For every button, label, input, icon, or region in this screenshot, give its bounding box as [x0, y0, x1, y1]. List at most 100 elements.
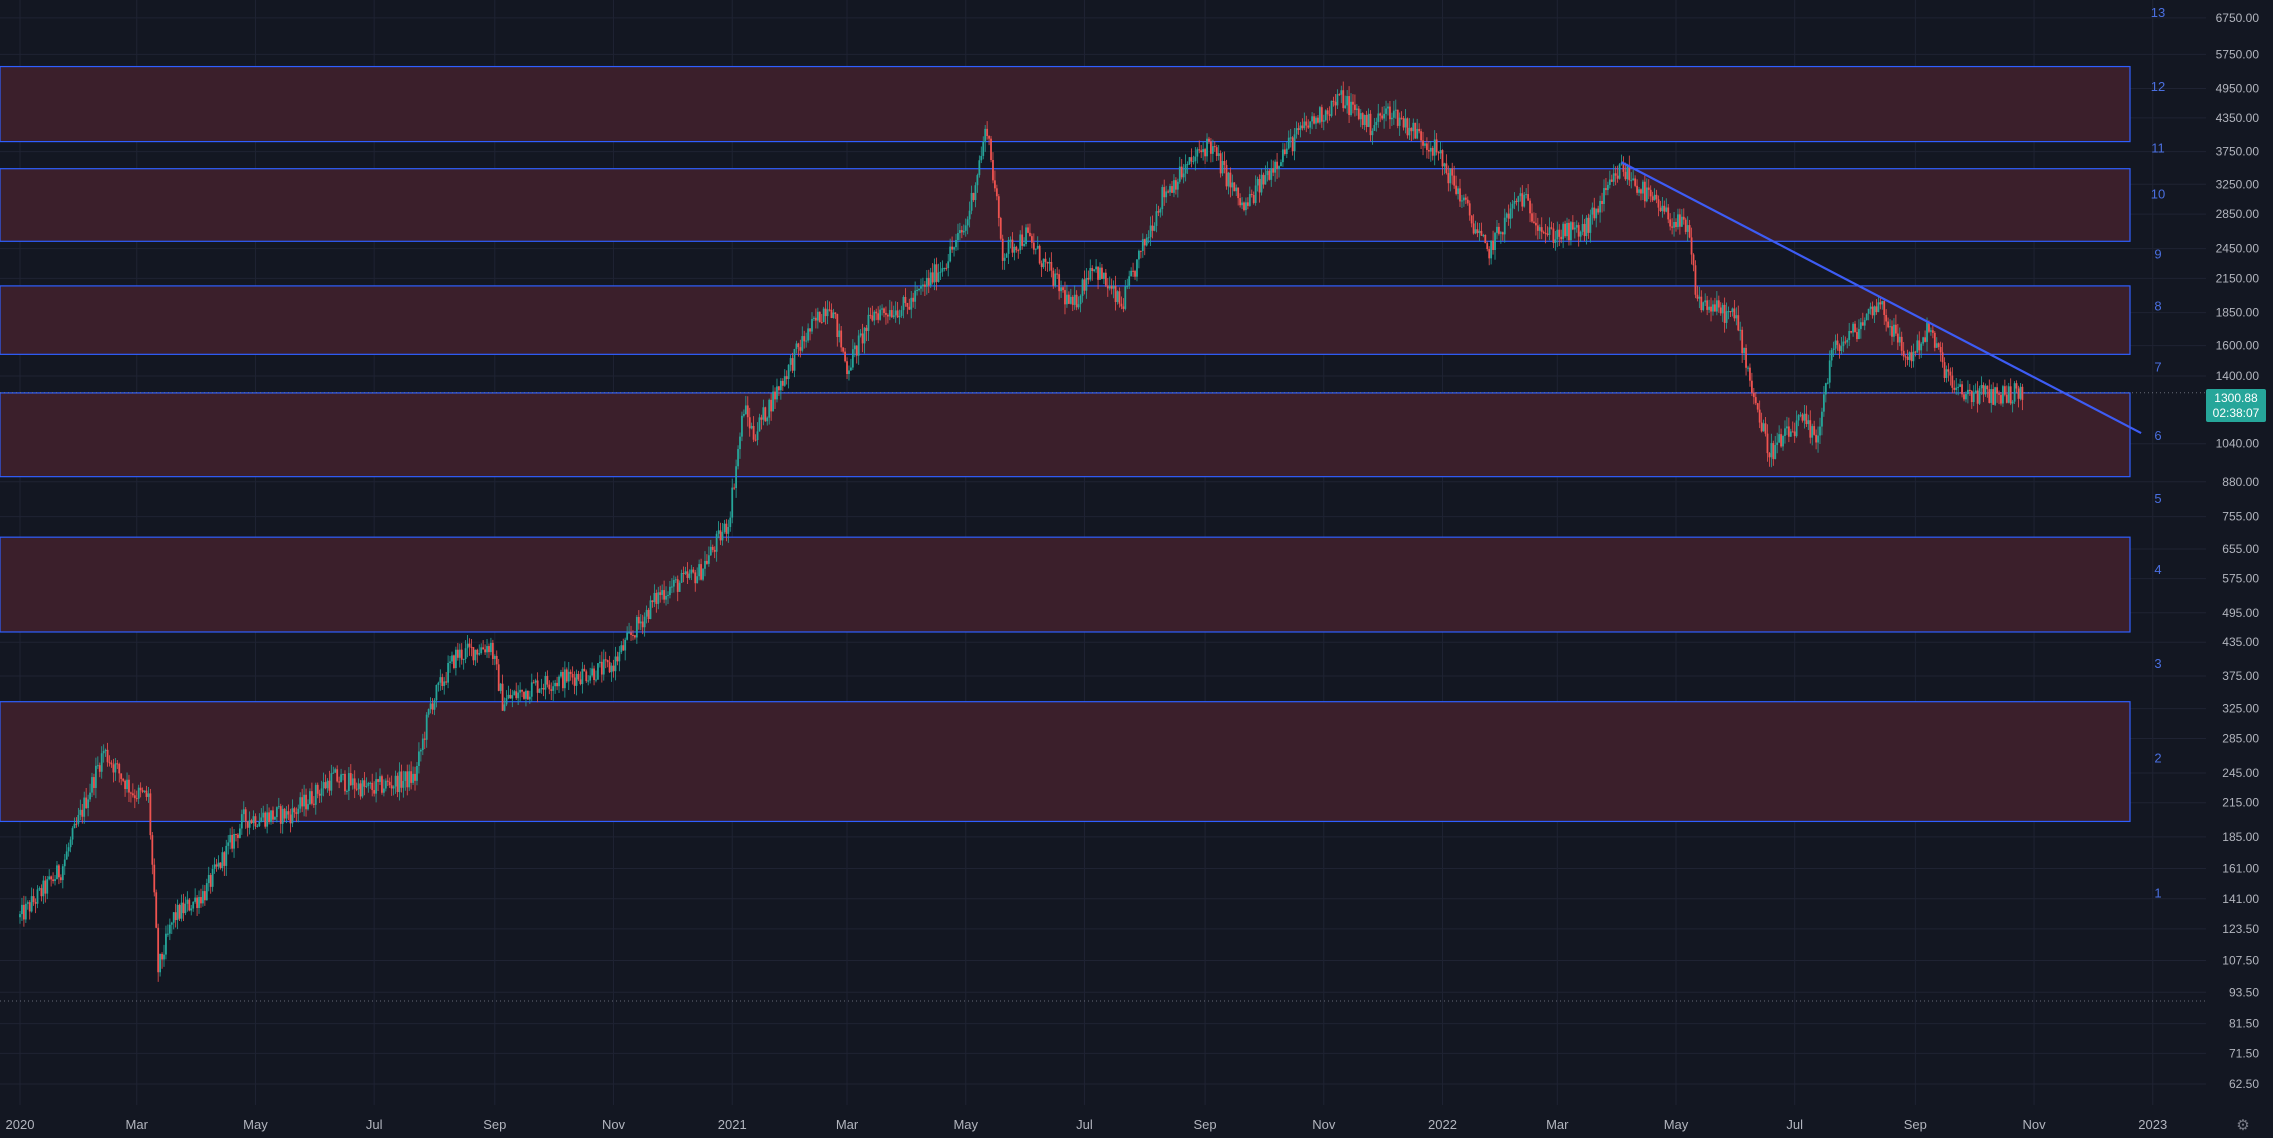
- candle-body: [1377, 113, 1380, 122]
- candle: [1731, 307, 1734, 317]
- candle: [1371, 128, 1374, 145]
- candle: [375, 772, 378, 803]
- candle: [351, 773, 354, 790]
- candle-body: [419, 750, 422, 752]
- candle-body: [923, 284, 926, 287]
- candle-body: [1784, 428, 1786, 436]
- candle: [1400, 111, 1403, 120]
- candle: [275, 806, 278, 823]
- time-axis[interactable]: 2020 Mar May Jul Sep Nov 2021 Mar May Jul Sep Nov 20…: [0, 1105, 2206, 1138]
- candle-body: [312, 803, 315, 805]
- candle-body: [1116, 291, 1119, 303]
- candle: [1638, 186, 1640, 197]
- candle-body: [1482, 234, 1485, 236]
- candle: [484, 644, 486, 655]
- candle-body: [634, 635, 636, 638]
- candle-body: [550, 689, 553, 691]
- candle: [1747, 365, 1749, 372]
- candle-body: [1758, 409, 1761, 423]
- candle: [1134, 269, 1136, 280]
- candle-body: [1752, 392, 1755, 398]
- gear-icon[interactable]: ⚙: [2236, 1117, 2250, 1134]
- candle: [1875, 298, 1878, 315]
- candle: [272, 806, 274, 824]
- candle: [674, 576, 677, 583]
- candle: [178, 903, 181, 922]
- candle: [1605, 177, 1607, 196]
- candle-body: [1968, 389, 1971, 392]
- candle: [1482, 233, 1485, 238]
- candle: [464, 640, 467, 664]
- candle: [1264, 165, 1267, 185]
- candle: [797, 342, 800, 357]
- candle-body: [978, 160, 981, 176]
- candle-body: [1163, 187, 1166, 198]
- candle-body: [968, 210, 971, 220]
- candle: [1499, 230, 1502, 244]
- candle-body: [883, 308, 885, 313]
- candle: [820, 314, 823, 324]
- candle: [363, 772, 366, 796]
- candle-body: [1268, 170, 1271, 180]
- candle-body: [77, 814, 80, 824]
- candle: [1682, 208, 1685, 225]
- candle-body: [1243, 202, 1245, 211]
- candle-body: [207, 874, 210, 884]
- candle-body: [1568, 222, 1570, 241]
- candle-body: [1398, 117, 1401, 126]
- candle-body: [976, 175, 979, 186]
- candle-body: [1427, 149, 1430, 152]
- candle-body: [669, 586, 671, 596]
- price-tick-label: 3250.00: [2216, 177, 2260, 191]
- candle: [1684, 217, 1687, 235]
- candle-body: [1064, 290, 1066, 305]
- candle: [1846, 338, 1849, 349]
- candle-body: [172, 912, 175, 923]
- candle-body: [1429, 147, 1432, 152]
- candle-body: [316, 784, 319, 794]
- candle-body: [233, 834, 235, 849]
- candle-body: [1996, 387, 1998, 394]
- candle: [1424, 142, 1426, 149]
- candle: [1433, 130, 1436, 166]
- candle-body: [1385, 108, 1387, 114]
- candle-body: [698, 564, 701, 577]
- candle: [213, 857, 216, 874]
- candle-body: [1743, 347, 1746, 354]
- candle: [476, 648, 479, 663]
- candle: [456, 642, 459, 661]
- candle-body: [1459, 188, 1461, 202]
- candle-body: [1246, 202, 1249, 206]
- candle: [746, 396, 749, 427]
- candle-body: [1161, 187, 1164, 210]
- trendline-layer[interactable]: [1621, 161, 2142, 435]
- candle-body: [867, 314, 870, 331]
- candle: [925, 270, 928, 295]
- candle-body: [433, 700, 436, 710]
- candle: [297, 804, 300, 823]
- candle: [381, 774, 383, 795]
- candle-body: [653, 592, 656, 603]
- candle-body: [1509, 208, 1512, 219]
- candle: [1974, 383, 1977, 394]
- candle-body: [238, 828, 241, 838]
- price-axis[interactable]: 6750.005750.004950.004350.003750.003250.…: [2206, 0, 2273, 1138]
- candle: [958, 222, 961, 241]
- candle: [1280, 159, 1282, 167]
- candle-body: [772, 391, 774, 412]
- candle: [1494, 231, 1496, 260]
- candle-body: [1282, 149, 1284, 163]
- candle: [704, 551, 706, 577]
- candle: [1274, 159, 1277, 182]
- candle-body: [739, 436, 741, 450]
- trendline[interactable]: [1621, 161, 2142, 435]
- candle: [1538, 224, 1541, 240]
- candle-body: [951, 246, 954, 250]
- candle-body: [546, 675, 549, 685]
- candle-body: [670, 586, 673, 588]
- candle: [166, 924, 169, 937]
- candle-body: [1560, 236, 1563, 240]
- candle: [1690, 227, 1693, 265]
- candle: [711, 544, 714, 553]
